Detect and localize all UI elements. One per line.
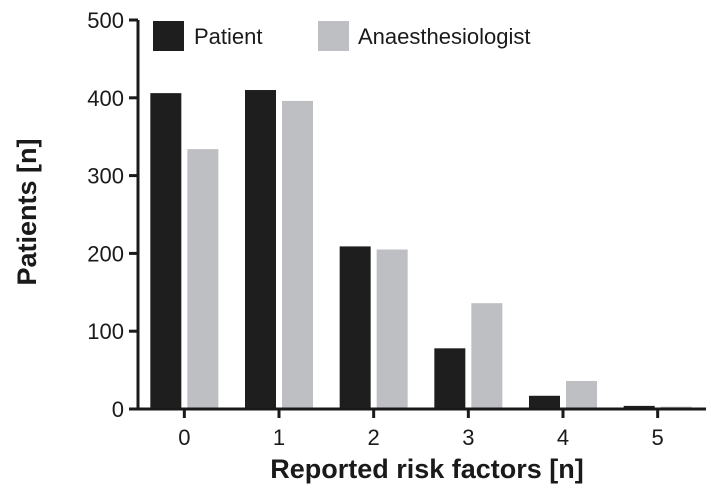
legend-label-patient: Patient — [194, 24, 263, 49]
bar-patient-3 — [434, 348, 466, 409]
bar-patient-5 — [623, 405, 655, 409]
legend-label-anaesthesiologist: Anaesthesiologist — [358, 24, 530, 49]
bar-anaesthesiologist-3 — [471, 303, 503, 409]
y-tick-label: 200 — [87, 241, 124, 266]
y-tick-label: 100 — [87, 319, 124, 344]
x-tick-label: 0 — [178, 425, 190, 450]
x-axis-title: Reported risk factors [n] — [270, 454, 584, 484]
bar-anaesthesiologist-0 — [187, 149, 219, 409]
x-tick-label: 3 — [462, 425, 474, 450]
x-tick-label: 2 — [368, 425, 380, 450]
legend-swatch-patient — [153, 21, 184, 51]
y-axis-ticks: 0 100 200 300 400 500 — [87, 8, 138, 422]
bar-patient-1 — [245, 90, 276, 410]
bar-patient-2 — [339, 246, 371, 409]
bars — [150, 90, 692, 410]
bar-anaesthesiologist-4 — [566, 380, 597, 409]
legend: Patient Anaesthesiologist — [153, 21, 530, 51]
y-tick-label: 300 — [87, 164, 124, 189]
x-tick-label: 4 — [557, 425, 569, 450]
x-axis-ticks: 0 1 2 3 4 5 — [178, 409, 664, 450]
x-tick-label: 1 — [273, 425, 285, 450]
y-axis-title: Patients [n] — [12, 138, 42, 285]
bar-patient-0 — [150, 93, 182, 409]
y-tick-label: 400 — [87, 86, 124, 111]
x-tick-label: 5 — [652, 425, 664, 450]
legend-swatch-anaesthesiologist — [318, 21, 349, 51]
bar-patient-4 — [529, 395, 560, 409]
bar-anaesthesiologist-1 — [282, 100, 313, 410]
bar-anaesthesiologist-2 — [376, 249, 408, 409]
y-tick-label: 0 — [112, 397, 124, 422]
y-tick-label: 500 — [87, 8, 124, 33]
